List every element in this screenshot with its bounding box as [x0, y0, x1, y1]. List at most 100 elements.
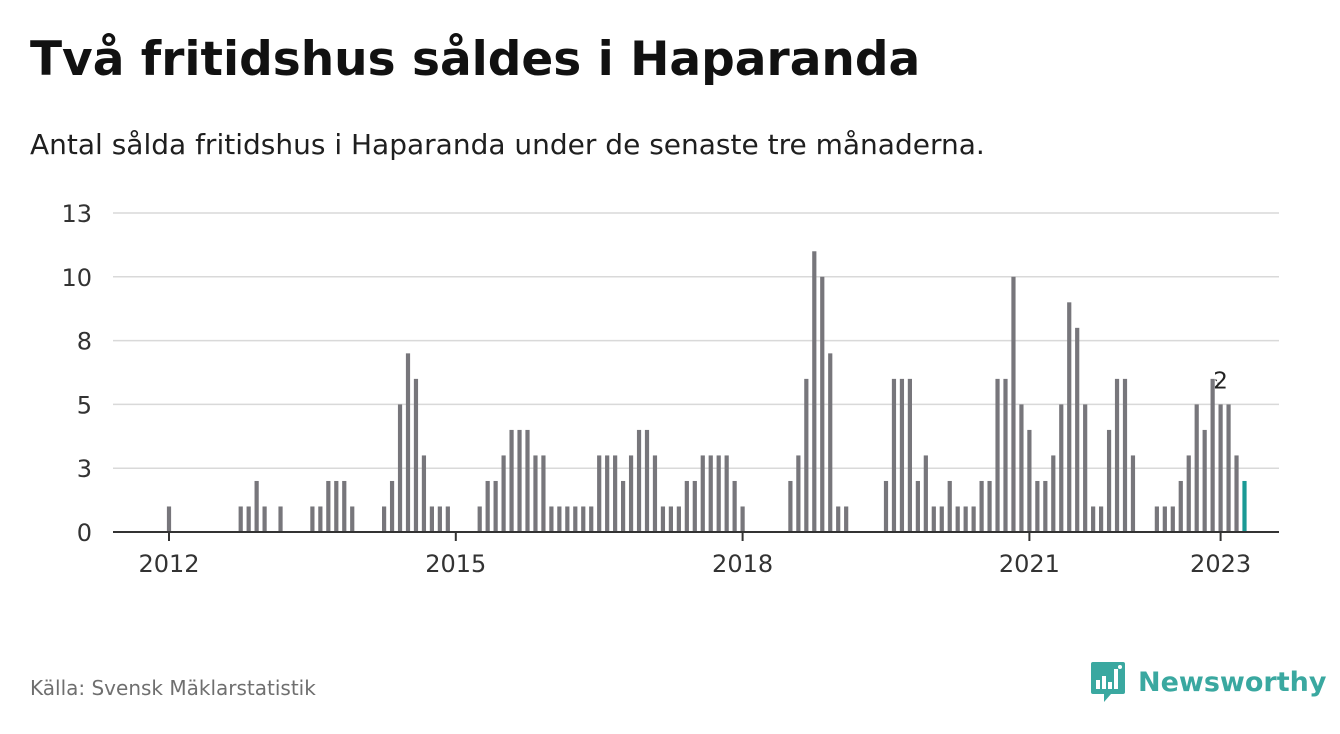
- bar: [1178, 480, 1183, 532]
- bar: [828, 353, 833, 532]
- y-tick-label: 5: [77, 391, 92, 419]
- bar: [382, 506, 387, 532]
- bar: [1162, 506, 1167, 532]
- bar: [413, 378, 419, 532]
- bar: [1003, 378, 1008, 532]
- bar: [668, 506, 673, 532]
- x-tick-label: 2012: [138, 550, 199, 578]
- bar: [613, 455, 618, 532]
- bar: [517, 429, 522, 532]
- bar: [939, 506, 944, 532]
- bar: [493, 480, 498, 532]
- bar: [987, 480, 992, 532]
- bar: [788, 480, 793, 532]
- bar: [1019, 404, 1024, 532]
- bar: [716, 455, 721, 532]
- bar: [501, 455, 506, 532]
- bar: [405, 353, 411, 532]
- bar: [326, 480, 331, 532]
- newsworthy-wordmark: Newsworthy: [1138, 666, 1327, 698]
- bar: [238, 506, 243, 532]
- y-tick-label: 0: [77, 519, 92, 547]
- bar: [421, 455, 427, 532]
- bar: [812, 251, 817, 532]
- bar: [995, 378, 1000, 532]
- newsworthy-bar-chart-icon: [1091, 662, 1125, 702]
- bar: [397, 404, 403, 532]
- y-axis-ticks: 0 3 5 8 10 13: [61, 200, 92, 547]
- bar: [844, 506, 849, 532]
- y-tick-label: 3: [77, 455, 92, 483]
- bar: [963, 506, 968, 532]
- bar: [166, 506, 172, 532]
- y-tick-label: 13: [61, 200, 92, 228]
- annotation-label: 2: [1213, 368, 1228, 394]
- bar: [1106, 429, 1112, 532]
- bar: [804, 378, 809, 532]
- bar: [644, 429, 650, 532]
- chart-title: Två fritidshus såldes i Haparanda: [30, 32, 921, 87]
- bar: [565, 506, 570, 532]
- x-tick-label: 2015: [425, 550, 486, 578]
- bar: [262, 506, 267, 532]
- bar: [796, 455, 801, 532]
- source-note: Källa: Svensk Mäklarstatistik: [30, 676, 316, 700]
- bar: [1122, 378, 1128, 532]
- bar: [1114, 378, 1120, 532]
- y-gridlines: [113, 212, 1279, 469]
- bar: [1154, 506, 1159, 532]
- bar: [621, 480, 626, 532]
- bar: [1051, 455, 1056, 532]
- bar: [1091, 506, 1096, 532]
- bar: [899, 378, 905, 532]
- bar: [437, 506, 442, 532]
- bar: [1035, 480, 1040, 532]
- bar: [1059, 404, 1064, 532]
- bar: [836, 506, 841, 532]
- bar: [557, 506, 562, 532]
- bar: [820, 276, 825, 532]
- bar: [429, 506, 434, 532]
- bar: [310, 506, 315, 532]
- bar: [334, 480, 339, 532]
- newsworthy-logo[interactable]: Newsworthy: [1089, 660, 1326, 704]
- bar: [254, 480, 259, 532]
- x-tick-label: 2021: [999, 550, 1060, 578]
- x-tick-label: 2018: [712, 550, 773, 578]
- bar: [1011, 276, 1016, 532]
- bar: [1130, 455, 1136, 532]
- bar: [676, 506, 681, 532]
- bar: [605, 455, 610, 532]
- bar: [1083, 404, 1088, 532]
- bar: [652, 455, 658, 532]
- bar: [589, 506, 594, 532]
- bar-highlight: [1242, 480, 1247, 532]
- bar: [485, 480, 490, 532]
- bar: [684, 480, 689, 532]
- bar: [931, 506, 936, 532]
- bar: [971, 506, 976, 532]
- bar: [979, 480, 984, 532]
- bar: [246, 506, 251, 532]
- bar: [278, 506, 283, 532]
- bar: [445, 506, 450, 532]
- bar: [350, 506, 355, 532]
- bar: [1043, 480, 1048, 532]
- bar: [477, 506, 482, 532]
- bar: [509, 429, 514, 532]
- chart-subtitle: Antal sålda fritidshus i Haparanda under…: [30, 128, 985, 161]
- bar: [1067, 302, 1072, 532]
- bar: [1210, 378, 1215, 532]
- bar: [740, 506, 745, 532]
- bar: [342, 480, 347, 532]
- bar: [541, 455, 546, 532]
- bar: [1099, 506, 1104, 532]
- bar: [597, 455, 602, 532]
- bar: [1202, 429, 1207, 532]
- bar: [660, 506, 666, 532]
- bar: [923, 455, 928, 532]
- y-tick-label: 10: [61, 264, 92, 292]
- bar: [1234, 455, 1239, 532]
- bar: [1027, 429, 1032, 532]
